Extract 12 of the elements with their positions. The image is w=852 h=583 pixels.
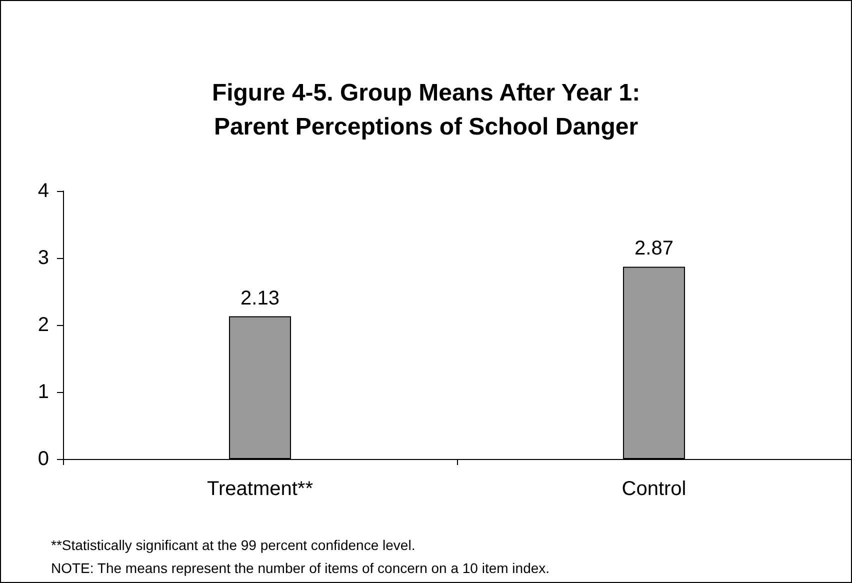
y-tick-label: 3 bbox=[38, 247, 49, 269]
y-tick-label: 4 bbox=[38, 180, 49, 202]
data-label: 2.87 bbox=[634, 238, 674, 260]
text: NOTE: The means represent the number of items of concern on a 10 item index. bbox=[51, 560, 550, 576]
data-label: 2.13 bbox=[240, 287, 280, 310]
y-tick-label: 1 bbox=[38, 381, 49, 403]
y-tick-label: 0 bbox=[38, 448, 49, 470]
x-tick-label: Control bbox=[622, 478, 686, 500]
chart-title: Figure 4-5. Group Means After Year 1: Parent Perceptions of School Danger bbox=[212, 80, 640, 140]
text: **Statistically significant at the 99 percent confidence level. bbox=[51, 537, 416, 553]
x-tick-label: Treatment** bbox=[207, 478, 314, 500]
y-tick-label: 2 bbox=[38, 314, 49, 336]
